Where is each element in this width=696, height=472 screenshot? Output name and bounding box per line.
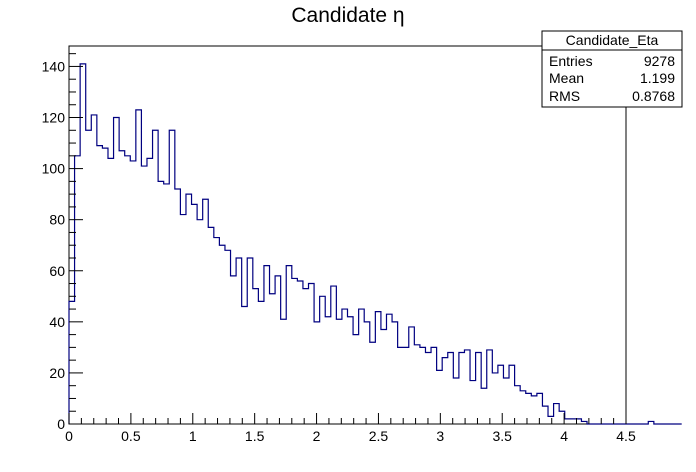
x-tick-label: 2.5 bbox=[369, 428, 389, 444]
y-tick-label: 60 bbox=[49, 263, 65, 279]
y-tick-label: 80 bbox=[49, 212, 65, 228]
stats-rms-label: RMS bbox=[549, 88, 580, 104]
y-axis: 0 20 40 60 80 100 120 140 bbox=[42, 53, 83, 432]
histogram-step-line bbox=[68, 63, 682, 425]
x-tick-label: 2 bbox=[313, 428, 321, 444]
stats-entries-value: 9278 bbox=[644, 53, 675, 69]
stats-mean-value: 1.199 bbox=[640, 70, 675, 86]
y-tick-label: 120 bbox=[42, 110, 66, 126]
stats-box-frame bbox=[541, 30, 683, 108]
stats-rms-value: 0.8768 bbox=[632, 88, 675, 104]
plot-frame bbox=[68, 45, 627, 425]
chart-title: Candidate η bbox=[291, 4, 404, 27]
x-tick-label: 3.5 bbox=[492, 428, 512, 444]
y-tick-label: 40 bbox=[49, 314, 65, 330]
stats-entries-label: Entries bbox=[549, 53, 593, 69]
x-tick-label: 4.5 bbox=[616, 428, 636, 444]
y-tick-label: 0 bbox=[57, 416, 65, 432]
x-tick-label: 0 bbox=[65, 428, 73, 444]
stats-mean-label: Mean bbox=[549, 70, 584, 86]
x-tick-label: 0.5 bbox=[121, 428, 141, 444]
y-tick-label: 140 bbox=[42, 58, 66, 74]
x-tick-label: 3 bbox=[436, 428, 444, 444]
y-tick-label: 20 bbox=[49, 365, 65, 381]
x-tick-label: 1.5 bbox=[245, 428, 265, 444]
x-tick-label: 4 bbox=[560, 428, 568, 444]
stats-box-name: Candidate_Eta bbox=[566, 32, 659, 48]
stats-box: Candidate_Eta Entries 9278 Mean 1.199 RM… bbox=[541, 30, 683, 108]
x-tick-label: 1 bbox=[189, 428, 197, 444]
x-axis: 0 0.5 1 1.5 2 2.5 3 3.5 4 4.5 bbox=[65, 413, 636, 444]
y-tick-label: 100 bbox=[42, 161, 66, 177]
